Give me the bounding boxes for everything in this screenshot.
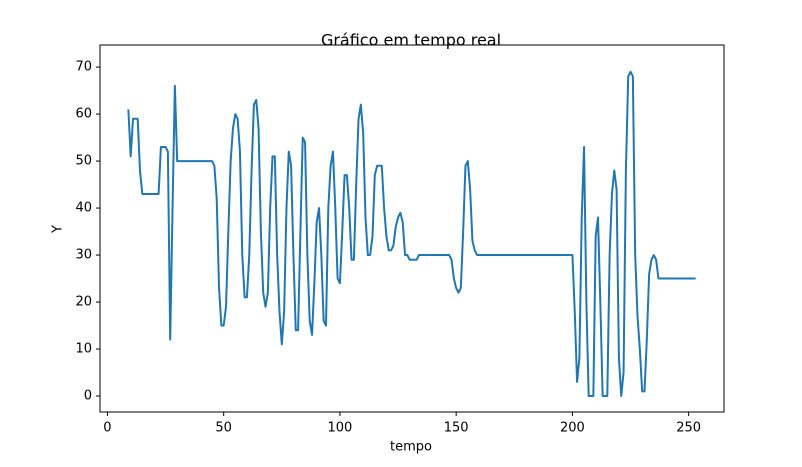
- x-tick-label: 0: [103, 421, 111, 436]
- y-tick-label: 10: [75, 342, 92, 357]
- plot-frame: [99, 44, 725, 413]
- x-tick-label: 200: [560, 421, 585, 436]
- y-tick-label: 40: [75, 201, 92, 216]
- x-tick-label: 250: [676, 421, 701, 436]
- y-tick-label: 50: [75, 154, 92, 169]
- data-line: [127, 70, 696, 398]
- x-axis-label: tempo: [390, 440, 432, 455]
- y-tick-label: 70: [75, 60, 92, 75]
- y-tick-label: 30: [75, 248, 92, 263]
- y-axis-label: Y: [51, 225, 66, 234]
- y-tick-label: 20: [75, 295, 92, 310]
- x-tick-label: 100: [328, 421, 353, 436]
- x-tick-label: 50: [215, 421, 232, 436]
- y-tick-label: 0: [84, 389, 92, 404]
- y-tick-label: 60: [75, 107, 92, 122]
- x-tick-label: 150: [444, 421, 469, 436]
- chart-title: Gráfico em tempo real: [321, 31, 501, 50]
